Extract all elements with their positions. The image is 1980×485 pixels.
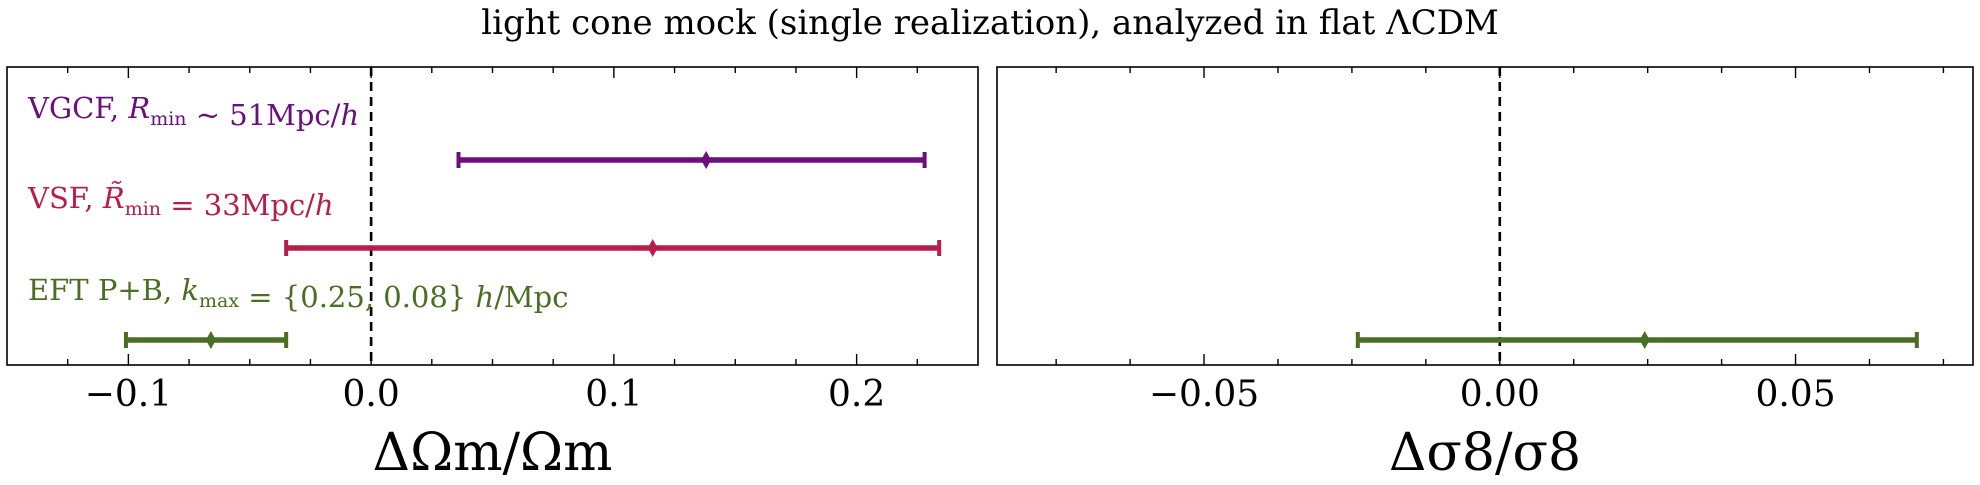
x-axis-label: Δσ8/σ8 bbox=[1389, 423, 1581, 483]
error-bar bbox=[1355, 331, 1919, 349]
panel-omega-m: −0.1 0.0 0.1 0.2 ΔΩm/Ωm VGCF, Rmin ∼ 51Mpc/h V… bbox=[6, 66, 979, 483]
x-tick-label: 0.2 bbox=[828, 374, 885, 415]
series-label: VGCF, Rmin ∼ 51Mpc/h bbox=[27, 91, 359, 132]
error-bar bbox=[284, 239, 942, 257]
figure-title: light cone mock (single realization), an… bbox=[481, 3, 1499, 43]
central-value-marker bbox=[205, 331, 216, 349]
central-value-marker bbox=[647, 239, 658, 257]
series-label: EFT P+B, kmax = {0.25, 0.08} h/Mpc bbox=[28, 273, 568, 314]
x-tick-label: 0.00 bbox=[1460, 374, 1540, 415]
plot-frame bbox=[996, 66, 1974, 366]
x-axis-label: ΔΩm/Ωm bbox=[373, 423, 613, 483]
panel-sigma-8: −0.05 0.00 0.05 Δσ8/σ8 bbox=[996, 66, 1974, 483]
x-tick-label: 0.0 bbox=[342, 374, 399, 415]
error-bar bbox=[123, 331, 289, 349]
x-tick-label: 0.05 bbox=[1755, 374, 1835, 415]
series-label: VSF, R̃min = 33Mpc/h bbox=[27, 181, 334, 222]
x-tick-label: 0.1 bbox=[585, 374, 642, 415]
central-value-marker bbox=[1639, 331, 1650, 349]
central-value-marker bbox=[701, 151, 712, 169]
x-tick-label: −0.1 bbox=[85, 374, 172, 415]
error-bar bbox=[456, 151, 927, 169]
x-tick-label: −0.05 bbox=[1149, 374, 1259, 415]
